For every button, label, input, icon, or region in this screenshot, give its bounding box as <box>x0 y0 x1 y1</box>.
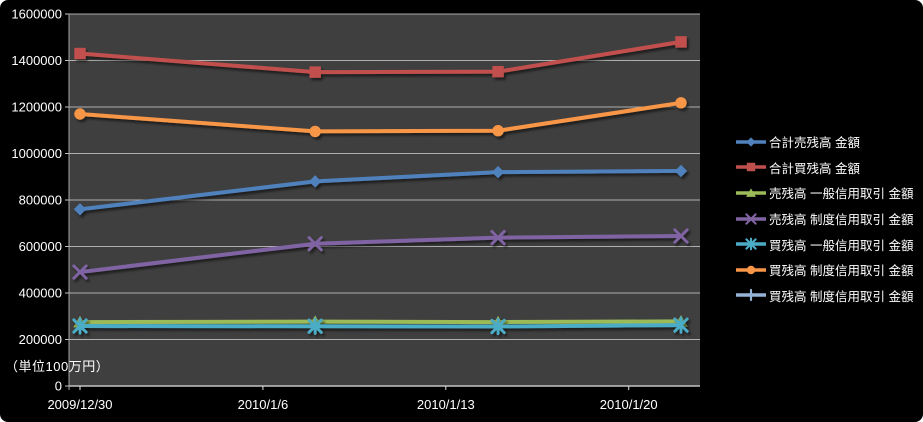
data-point-marker[interactable] <box>307 236 323 252</box>
y-axis-tick-label: 1200000 <box>11 100 62 115</box>
legend-marker-x-icon <box>736 212 766 225</box>
data-point-marker[interactable] <box>307 317 323 335</box>
axis-unit-label: （単位100万円） <box>5 359 110 374</box>
legend-marker-circle-icon <box>736 265 766 274</box>
data-point-marker[interactable] <box>491 165 505 179</box>
y-axis-tick-label: 1400000 <box>11 53 62 68</box>
data-point-marker[interactable] <box>492 65 504 78</box>
legend-item-4[interactable]: 買残高 一般信用取引 金額 <box>736 231 913 257</box>
data-point-marker[interactable] <box>308 175 322 188</box>
legend-marker-diamond-icon <box>736 137 766 147</box>
y-axis-tick-label: 800000 <box>19 193 62 208</box>
data-point-marker[interactable] <box>72 264 88 280</box>
series-5-circle[interactable] <box>74 97 687 138</box>
data-point-marker[interactable] <box>490 230 506 246</box>
data-point-marker[interactable] <box>309 66 321 78</box>
series-line[interactable] <box>78 100 683 134</box>
legend-item-3[interactable]: 売残高 制度信用取引 金額 <box>736 206 913 232</box>
x-axis-tick-label: 2009/12/30 <box>47 397 112 412</box>
series-line[interactable] <box>78 39 683 75</box>
series-line[interactable] <box>78 234 683 275</box>
gridlines-and-y-axis: 0 200000 400000 600000 800000 1000000 1200000 1… <box>11 7 700 394</box>
legend-label: 合計買残高 金額 <box>769 161 860 176</box>
y-axis-tick-label: 1600000 <box>11 7 62 22</box>
data-point-marker[interactable] <box>675 36 687 48</box>
data-point-marker[interactable] <box>673 316 689 334</box>
y-axis-tick-label: 200000 <box>19 332 62 347</box>
data-point-marker[interactable] <box>490 317 506 336</box>
x-axis: 2009/12/30 2010/1/6 2010/1/13 2010/1/20 <box>47 386 658 412</box>
data-point-marker[interactable] <box>74 47 86 60</box>
legend-marker-square-icon <box>736 163 766 172</box>
legend-marker-triangle-icon <box>736 188 766 197</box>
data-point-marker[interactable] <box>674 164 688 178</box>
y-axis-tick-label: 400000 <box>19 286 62 301</box>
legend-label: 買残高 制度信用取引 金額 <box>769 289 914 304</box>
legend-marker-star-icon <box>736 237 766 251</box>
legend-item-0[interactable]: 合計売残高 金額 <box>736 129 913 155</box>
legend-item-1[interactable]: 合計買残高 金額 <box>736 155 913 181</box>
legend-label: 買残高 一般信用取引 金額 <box>769 238 914 253</box>
legend-item-6[interactable]: 買残高 制度信用取引 金額 <box>736 283 913 309</box>
series-line[interactable] <box>78 319 683 325</box>
legend-label: 合計売残高 金額 <box>769 136 860 151</box>
legend-label: 売残高 制度信用取引 金額 <box>769 213 914 228</box>
series-3-x[interactable] <box>72 228 689 280</box>
series-4-star[interactable] <box>72 316 689 336</box>
data-point-marker[interactable] <box>309 125 321 138</box>
series-line[interactable] <box>78 168 683 212</box>
y-axis-tick-label: 1000000 <box>11 146 62 161</box>
legend-label: 買残高 制度信用取引 金額 <box>769 264 914 279</box>
data-point-marker[interactable] <box>72 317 88 335</box>
y-axis-tick-label: 600000 <box>19 239 62 254</box>
series-1-square[interactable] <box>74 36 687 78</box>
data-point-marker[interactable] <box>675 97 687 109</box>
legend-marker-plus-icon <box>736 289 766 302</box>
series-0-diamond[interactable] <box>73 164 688 216</box>
legend-label: 売残高 一般信用取引 金額 <box>769 187 914 202</box>
x-axis-tick-label: 2010/1/13 <box>417 397 475 412</box>
y-axis-tick-label: 0 <box>55 379 62 394</box>
chart-legend: 合計売残高 金額 合計買残高 金額売残高 一般信用取引 金額 売残高 制度信用取引 … <box>736 129 913 308</box>
x-axis-tick-label: 2010/1/6 <box>238 397 289 412</box>
series-line[interactable] <box>78 323 683 329</box>
legend-item-2[interactable]: 売残高 一般信用取引 金額 <box>736 180 913 206</box>
x-axis-tick-label: 2010/1/20 <box>600 397 658 412</box>
data-point-marker[interactable] <box>673 228 689 244</box>
data-point-marker[interactable] <box>74 108 86 120</box>
data-point-marker[interactable] <box>73 203 87 216</box>
data-point-marker[interactable] <box>492 125 504 137</box>
legend-item-5[interactable]: 買残高 制度信用取引 金額 <box>736 257 913 283</box>
